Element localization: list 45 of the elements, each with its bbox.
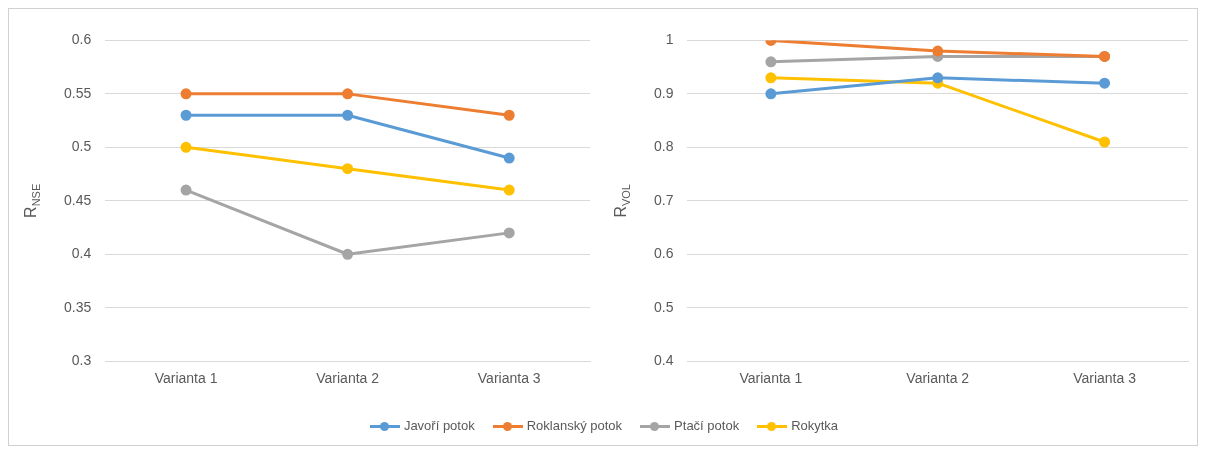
point <box>503 109 515 121</box>
point <box>342 163 354 175</box>
point <box>503 152 515 164</box>
point <box>503 184 515 196</box>
y-axis-title: RNSE <box>22 183 43 218</box>
y-tick-label: 0.5 <box>71 138 92 155</box>
y-tick-label: 0.6 <box>71 31 92 48</box>
y-tick-label: 1 <box>665 31 674 48</box>
point <box>342 88 354 100</box>
x-tick-label: Varianta 2 <box>316 370 380 387</box>
legend-label: Javoří potok <box>403 418 475 433</box>
point <box>342 248 354 260</box>
legend-label: Ptačí potok <box>674 418 740 433</box>
y-tick-label: 0.7 <box>653 191 674 208</box>
point <box>342 109 354 121</box>
point <box>180 109 192 121</box>
y-tick-label: 0.45 <box>64 191 92 208</box>
y-axis-title: RVOL <box>612 184 633 218</box>
point <box>932 45 944 57</box>
point <box>1099 77 1111 89</box>
point <box>503 227 515 239</box>
point <box>765 72 777 84</box>
legend-label: Roklanský potok <box>526 418 623 433</box>
y-tick-label: 0.9 <box>653 84 674 101</box>
x-tick-label: Varianta 1 <box>154 370 218 387</box>
point <box>765 56 777 68</box>
x-tick-label: Varianta 1 <box>739 370 803 387</box>
y-tick-label: 0.5 <box>653 298 674 315</box>
point <box>180 184 192 196</box>
x-tick-label: Varianta 3 <box>1073 370 1137 387</box>
y-tick-label: 0.35 <box>64 298 92 315</box>
y-tick-label: 0.55 <box>64 84 92 101</box>
point <box>932 72 944 84</box>
point <box>180 141 192 153</box>
y-tick-label: 0.4 <box>653 352 674 369</box>
point <box>765 88 777 100</box>
x-tick-label: Varianta 3 <box>477 370 541 387</box>
point <box>1099 136 1111 148</box>
y-tick-label: 0.8 <box>653 138 674 155</box>
y-tick-label: 0.6 <box>653 245 674 262</box>
point <box>180 88 192 100</box>
legend-label: Rokytka <box>791 418 839 433</box>
y-tick-label: 0.4 <box>71 245 92 262</box>
x-tick-label: Varianta 2 <box>906 370 970 387</box>
y-tick-label: 0.3 <box>71 352 92 369</box>
